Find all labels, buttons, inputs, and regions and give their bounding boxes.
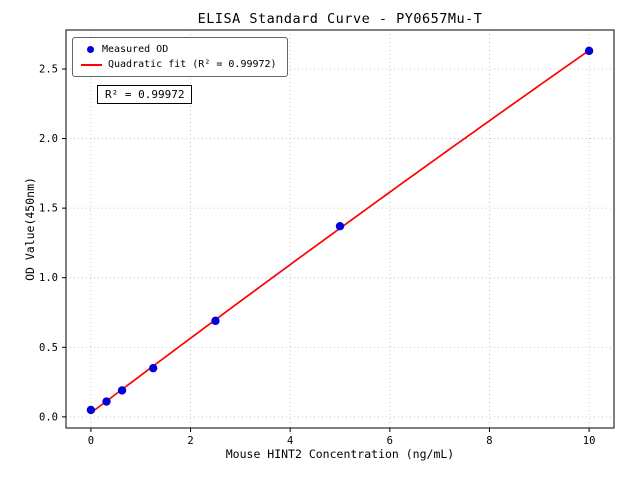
x-tick-label: 8 <box>486 435 492 447</box>
x-tick-label: 2 <box>187 435 193 447</box>
data-point <box>117 386 127 395</box>
y-tick-label: 1.0 <box>39 272 58 284</box>
y-tick-label: 1.5 <box>39 203 58 215</box>
data-point <box>211 316 220 326</box>
scatter-marker-icon <box>87 46 94 53</box>
line-marker-icon <box>81 63 102 66</box>
x-tick-label: 0 <box>88 435 94 447</box>
legend-label-measured-od: Measured OD <box>102 44 169 55</box>
chart-title: ELISA Standard Curve - PY0657Mu-T <box>197 11 483 27</box>
x-tick-label: 6 <box>387 435 393 447</box>
r-squared-annotation: R² = 0.99972 <box>97 85 193 104</box>
axes-frame <box>65 29 615 429</box>
data-point <box>86 405 96 415</box>
y-axis-label: OD Value(450nm) <box>23 177 37 281</box>
y-tick-label: 0.5 <box>39 342 58 354</box>
x-tick-label: 4 <box>287 435 293 447</box>
legend: Measured OD Quadratic fit (R² = 0.99972) <box>72 37 288 77</box>
data-point <box>102 397 111 406</box>
data-point <box>148 363 158 373</box>
legend-item-measured-od: Measured OD <box>81 42 277 57</box>
legend-label-quadratic-fit: Quadratic fit (R² = 0.99972) <box>108 59 277 70</box>
y-tick-label: 2.5 <box>39 63 58 75</box>
x-axis-label: Mouse HINT2 Concentration (ng/mL) <box>225 447 455 461</box>
y-tick-label: 0.0 <box>39 411 58 423</box>
data-point <box>335 222 345 231</box>
quadratic-fit-line <box>90 49 590 414</box>
data-point <box>584 46 594 56</box>
legend-item-quadratic-fit: Quadratic fit (R² = 0.99972) <box>81 57 277 72</box>
y-tick-label: 2.0 <box>39 133 58 145</box>
x-tick-label: 10 <box>583 435 596 447</box>
